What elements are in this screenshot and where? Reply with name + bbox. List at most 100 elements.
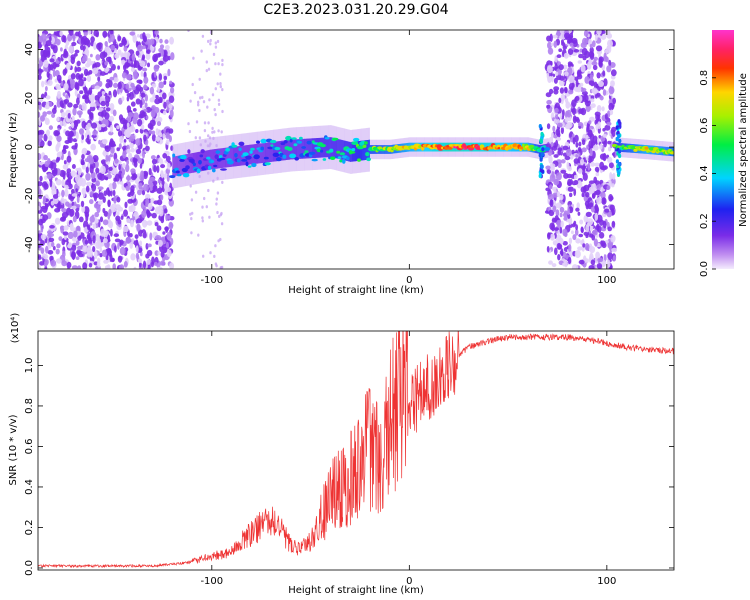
noise-point xyxy=(38,129,45,135)
noise-point xyxy=(63,225,69,231)
noise-point xyxy=(588,120,592,125)
noise-point xyxy=(89,106,96,112)
noise-point xyxy=(160,194,164,201)
noise-point xyxy=(219,72,222,76)
noise-point xyxy=(219,213,223,217)
noise-point xyxy=(147,202,153,210)
signal-point xyxy=(199,154,204,158)
noise-point xyxy=(578,53,584,59)
noise-point xyxy=(557,237,564,245)
noise-point xyxy=(158,73,163,81)
noise-point xyxy=(73,230,78,238)
noise-point xyxy=(40,247,45,254)
signal-band xyxy=(177,155,179,176)
noise-point xyxy=(55,83,61,90)
noise-point xyxy=(90,98,95,104)
signal-band xyxy=(309,138,311,159)
noise-point xyxy=(114,158,119,164)
noise-point xyxy=(583,214,589,223)
noise-point xyxy=(74,89,78,97)
noise-point xyxy=(61,196,64,204)
noise-point xyxy=(89,215,95,223)
noise-point xyxy=(589,202,594,208)
noise-point xyxy=(212,52,216,57)
noise-point xyxy=(66,171,70,178)
noise-point xyxy=(560,93,566,102)
noise-point xyxy=(207,121,210,125)
noise-point xyxy=(43,254,49,260)
signal-edge-point xyxy=(617,170,621,176)
noise-point xyxy=(86,90,92,95)
noise-point xyxy=(158,210,164,217)
noise-point xyxy=(38,153,42,161)
noise-point xyxy=(122,162,126,169)
noise-point xyxy=(606,121,612,126)
noise-point xyxy=(114,245,117,253)
noise-point xyxy=(547,47,554,55)
signal-band xyxy=(213,149,215,169)
signal-band xyxy=(251,144,253,165)
noise-point xyxy=(214,41,217,45)
noise-point xyxy=(134,234,139,240)
snr-y-tick-label: 0.4 xyxy=(24,479,35,495)
noise-point xyxy=(87,30,92,35)
noise-point xyxy=(602,70,606,77)
noise-point xyxy=(158,52,161,57)
noise-point xyxy=(551,263,557,268)
noise-point xyxy=(61,189,65,198)
noise-point xyxy=(163,101,167,109)
signal-band xyxy=(330,137,332,157)
noise-point xyxy=(562,228,568,237)
noise-point xyxy=(117,49,122,56)
noise-point xyxy=(194,136,197,140)
noise-point xyxy=(197,100,200,104)
noise-point xyxy=(53,130,60,137)
noise-point xyxy=(156,199,163,206)
signal-point xyxy=(364,141,368,145)
noise-point xyxy=(165,99,170,105)
noise-point xyxy=(552,240,559,246)
noise-point xyxy=(598,232,605,239)
noise-point xyxy=(117,130,123,137)
noise-point xyxy=(121,59,126,65)
noise-point xyxy=(137,189,142,196)
noise-point xyxy=(102,219,109,226)
noise-point xyxy=(609,109,614,116)
noise-point xyxy=(567,48,574,55)
noise-point xyxy=(56,135,62,142)
noise-point xyxy=(69,208,75,217)
noise-point xyxy=(56,99,61,108)
signal-point xyxy=(287,147,293,151)
noise-point xyxy=(555,128,561,136)
noise-point xyxy=(140,124,145,130)
signal-band xyxy=(275,141,277,162)
noise-point xyxy=(608,102,614,111)
snr-series-line xyxy=(38,331,674,569)
noise-point xyxy=(96,260,101,268)
noise-point xyxy=(67,242,73,249)
noise-point xyxy=(138,258,142,264)
noise-point xyxy=(214,45,218,49)
noise-point xyxy=(605,239,609,244)
noise-point xyxy=(130,147,135,153)
noise-point xyxy=(606,185,611,191)
noise-point xyxy=(71,205,77,210)
noise-point xyxy=(89,199,94,205)
noise-point xyxy=(125,130,131,139)
noise-point xyxy=(149,232,153,241)
signal-edge-point xyxy=(618,138,622,144)
noise-point xyxy=(66,261,72,269)
noise-point xyxy=(61,111,66,118)
signal-band xyxy=(263,143,265,163)
noise-point xyxy=(163,173,168,179)
signal-point xyxy=(293,143,298,147)
signal-point xyxy=(196,168,201,174)
noise-point xyxy=(571,46,575,50)
noise-point xyxy=(567,186,574,192)
noise-point xyxy=(90,36,95,43)
noise-point xyxy=(573,188,577,196)
noise-point xyxy=(83,31,88,36)
noise-point xyxy=(602,220,607,229)
noise-point xyxy=(89,249,93,258)
noise-point xyxy=(123,261,128,268)
